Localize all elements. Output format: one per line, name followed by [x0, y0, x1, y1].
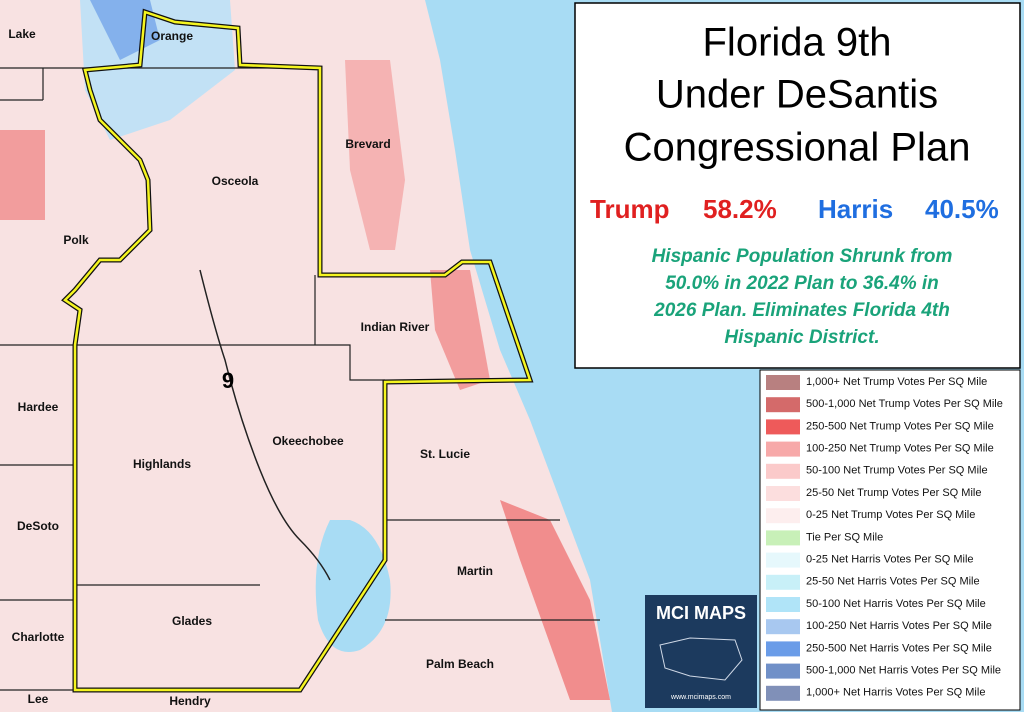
county-label: Glades [172, 614, 212, 628]
legend-swatch [766, 663, 800, 679]
logo-usa [659, 637, 743, 681]
district-outline [63, 10, 532, 692]
logo [645, 595, 757, 708]
logo-name: MCI MAPS [656, 603, 746, 623]
result-pct: 40.5% [925, 194, 999, 224]
legend-label: 500-1,000 Net Harris Votes Per SQ Mile [806, 665, 1001, 677]
legend-label: 1,000+ Net Trump Votes Per SQ Mile [806, 376, 987, 388]
legend-swatch [766, 597, 800, 612]
legend-swatch [766, 508, 800, 524]
indian-river-patch [430, 270, 490, 390]
county-label: Hardee [18, 400, 59, 414]
result-name: Trump [590, 194, 669, 224]
legend-swatch [766, 419, 800, 435]
county-label: Lee [28, 692, 49, 706]
county-label: Martin [457, 564, 493, 578]
district-number: 9 [222, 368, 234, 393]
legend-swatch [766, 397, 800, 413]
polk-patch [0, 130, 45, 220]
county-label: St. Lucie [420, 447, 470, 461]
logo-url: www.mcimaps.com [670, 694, 731, 701]
subtitle-line: Hispanic Population Shrunk from [652, 246, 953, 267]
legend-label: 250-500 Net Trump Votes Per SQ Mile [806, 420, 994, 432]
county-label: Lake [8, 27, 36, 41]
county-label: Indian River [361, 320, 430, 334]
subtitle-line: 2026 Plan. Eliminates Florida 4th [653, 300, 950, 321]
legend-swatch [766, 486, 800, 501]
title-line: Florida 9th [703, 21, 892, 65]
legend-swatch [766, 552, 800, 568]
lake-okeechobee [315, 520, 391, 652]
result-name: Harris [818, 194, 893, 224]
legend-swatch [766, 619, 800, 635]
county-label: Charlotte [12, 630, 65, 644]
county-label: Okeechobee [272, 434, 344, 448]
county-label: DeSoto [17, 519, 59, 533]
legend-box [759, 369, 1021, 711]
legend-label: 100-250 Net Trump Votes Per SQ Mile [806, 443, 994, 455]
legend-swatch [766, 530, 800, 546]
county-label: Brevard [345, 137, 390, 151]
legend-label: 25-50 Net Trump Votes Per SQ Mile [806, 487, 981, 499]
result-pct: 58.2% [703, 194, 777, 224]
legend-swatch [766, 463, 800, 479]
legend-label: 0-25 Net Harris Votes Per SQ Mile [806, 554, 974, 566]
county-label: Osceola [212, 174, 259, 188]
brevard-patch [345, 60, 405, 250]
legend-label: 500-1,000 Net Trump Votes Per SQ Mile [806, 398, 1003, 410]
subtitle-line: 50.0% in 2022 Plan to 36.4% in [665, 273, 939, 294]
legend-swatch [766, 574, 800, 590]
legend-label: Tie Per SQ Mile [806, 531, 883, 543]
legend-label: 25-50 Net Harris Votes Per SQ Mile [806, 576, 980, 588]
legend-label: 250-500 Net Harris Votes Per SQ Mile [806, 642, 992, 654]
legend-swatch [766, 685, 800, 701]
legend-label: 100-250 Net Harris Votes Per SQ Mile [806, 620, 992, 632]
county-label: Hendry [169, 694, 211, 708]
title-line: Congressional Plan [624, 126, 971, 170]
legend-label: 1,000+ Net Harris Votes Per SQ Mile [806, 687, 985, 699]
legend-label: 50-100 Net Trump Votes Per SQ Mile [806, 465, 988, 477]
legend-swatch [766, 641, 800, 657]
title-panel [574, 2, 1021, 369]
county-label: Polk [63, 233, 89, 247]
legend-swatch [766, 375, 800, 390]
county-label: Orange [151, 29, 193, 43]
coast-patch [500, 500, 610, 700]
title-line: Under DeSantis [656, 73, 938, 117]
county-label: Palm Beach [426, 657, 494, 671]
legend-swatch [766, 441, 800, 457]
subtitle-line: Hispanic District. [724, 327, 879, 348]
county-label: Highlands [133, 457, 191, 471]
legend-label: 50-100 Net Harris Votes Per SQ Mile [806, 598, 986, 610]
legend-label: 0-25 Net Trump Votes Per SQ Mile [806, 509, 975, 521]
